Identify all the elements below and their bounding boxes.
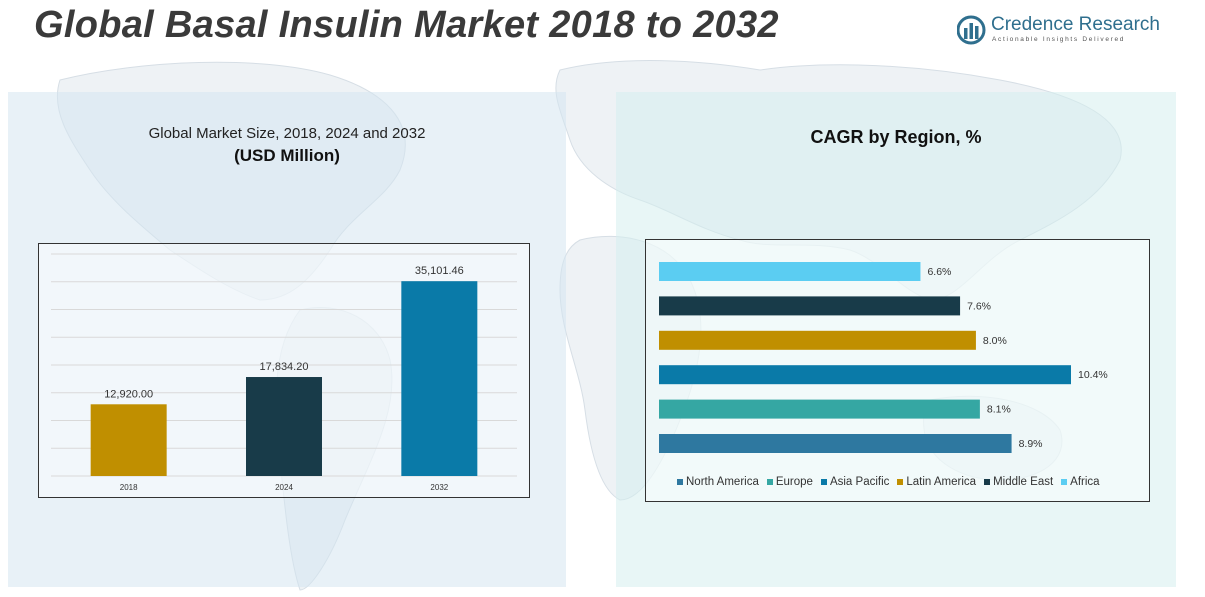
cagr-chart-frame: 6.6% 7.6% 8.0% 10.4% 8.1% 8.9% — [645, 239, 1150, 502]
legend-label-latin-america: Latin America — [906, 476, 977, 488]
legend-item-asia-pacific: Asia Pacific — [820, 476, 890, 488]
cagr-legend: North America Europe Asia Pacific Latin Ame… — [677, 476, 1100, 488]
bar-north-america — [659, 434, 1012, 453]
value-label-latin-america: 8.0% — [983, 335, 1007, 347]
legend-item-europe: Europe — [766, 476, 813, 488]
logo-tagline: Actionable Insights Delivered — [992, 36, 1126, 43]
bar-middle-east — [659, 296, 961, 316]
cagr-bar-chart: 6.6% 7.6% 8.0% 10.4% 8.1% 8.9% — [659, 262, 1108, 453]
value-label-asia-pacific: 10.4% — [1078, 369, 1108, 381]
bar-latin-america — [659, 330, 976, 350]
market-size-bar-chart: 12,920.00 2018 17,834.20 2024 35,101.46 2032 — [51, 253, 517, 492]
bar-africa — [659, 262, 921, 281]
legend-swatch-latin-america — [897, 479, 904, 485]
bar-asia-pacific — [659, 365, 1071, 385]
bar-2032 — [401, 281, 478, 476]
bar-2018 — [90, 404, 167, 476]
legend-item-north-america: North America — [677, 476, 759, 488]
bar-europe — [659, 399, 980, 419]
value-label-europe: 8.1% — [987, 404, 1011, 416]
market-size-unit: (USD Million) — [234, 146, 340, 165]
legend-label-north-america: North America — [686, 476, 759, 488]
legend-item-middle-east: Middle East — [984, 476, 1053, 488]
legend-swatch-middle-east — [984, 479, 991, 485]
value-label-africa: 6.6% — [927, 266, 951, 278]
category-label-2024: 2024 — [275, 483, 293, 492]
market-size-chart-frame: 12,920.00 2018 17,834.20 2024 35,101.46 2032 — [38, 243, 530, 498]
legend-swatch-europe — [766, 479, 773, 485]
market-size-subtitle: Global Market Size, 2018, 2024 and 2032 — [148, 125, 426, 142]
value-label-2018: 12,920.00 — [104, 388, 153, 400]
cagr-title: CAGR by Region, % — [810, 127, 982, 147]
legend-swatch-asia-pacific — [820, 479, 827, 485]
legend-label-asia-pacific: Asia Pacific — [829, 476, 890, 488]
category-label-2032: 2032 — [430, 483, 448, 492]
logo-mark-icon — [957, 15, 986, 45]
credence-research-logo: Credence Research Actionable Insights De… — [957, 12, 1160, 50]
value-label-2032: 35,101.46 — [415, 265, 464, 277]
legend-label-middle-east: Middle East — [993, 476, 1054, 488]
legend-swatch-africa — [1061, 479, 1068, 485]
legend-item-latin-america: Latin America — [897, 476, 976, 488]
page-title: Global Basal Insulin Market 2018 to 2032 — [34, 4, 779, 46]
legend-label-africa: Africa — [1070, 476, 1100, 488]
category-label-2018: 2018 — [120, 483, 138, 492]
bar-2024 — [246, 377, 322, 476]
value-label-2024: 17,834.20 — [260, 361, 309, 373]
value-label-middle-east: 7.6% — [967, 300, 991, 312]
logo-name: Credence Research — [991, 14, 1160, 35]
value-label-north-america: 8.9% — [1019, 438, 1043, 450]
legend-label-europe: Europe — [775, 476, 813, 488]
legend-item-africa: Africa — [1061, 476, 1100, 488]
legend-swatch-north-america — [677, 479, 683, 485]
